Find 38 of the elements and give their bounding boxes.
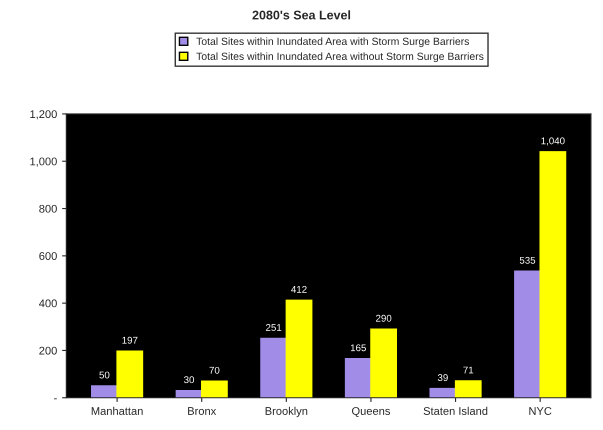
data-label: 30	[184, 376, 194, 384]
legend-label: Total Sites within Inundated Area without Storm Surge Barriers	[196, 52, 484, 62]
bar	[454, 380, 482, 398]
bar	[201, 380, 228, 398]
bar	[370, 328, 398, 398]
x-tick-label: NYC	[529, 407, 552, 415]
data-label: 412	[291, 286, 307, 293]
bar	[344, 358, 372, 398]
data-label: 50	[99, 372, 110, 378]
y-tick-label: 1,000	[30, 158, 57, 167]
bar	[539, 151, 566, 398]
data-label: 39	[438, 374, 448, 382]
bar	[260, 338, 288, 398]
x-tick-label: Staten Island	[424, 406, 488, 415]
y-tick-label: 200	[39, 346, 57, 355]
x-tick-label: Queens	[352, 407, 390, 417]
y-tick-label: 400	[39, 299, 57, 308]
data-label: 290	[376, 314, 392, 322]
data-label: 535	[520, 256, 536, 264]
data-label: 1,040	[541, 137, 565, 146]
data-label: 251	[266, 324, 282, 331]
bar	[514, 270, 541, 398]
data-label: 165	[350, 344, 366, 352]
bar	[286, 300, 312, 398]
legend-label: Total Sites within Inundated Area with Storm Surge Barriers	[196, 37, 470, 48]
y-tick-label: -	[54, 398, 57, 400]
x-tick-label: Manhattan	[92, 406, 143, 415]
chart-title: 2080's Sea Level	[252, 10, 350, 20]
y-tick-label: 600	[39, 252, 57, 260]
x-tick-label: Brooklyn	[266, 406, 308, 418]
data-label: 71	[463, 366, 474, 374]
bar	[91, 385, 118, 398]
y-tick-label: 800	[39, 204, 57, 213]
bar	[116, 350, 144, 398]
y-tick-label: 1,200	[30, 110, 57, 120]
data-label: 70	[209, 366, 220, 374]
data-label: 197	[122, 336, 138, 344]
x-tick-label: Bronx	[188, 407, 216, 415]
